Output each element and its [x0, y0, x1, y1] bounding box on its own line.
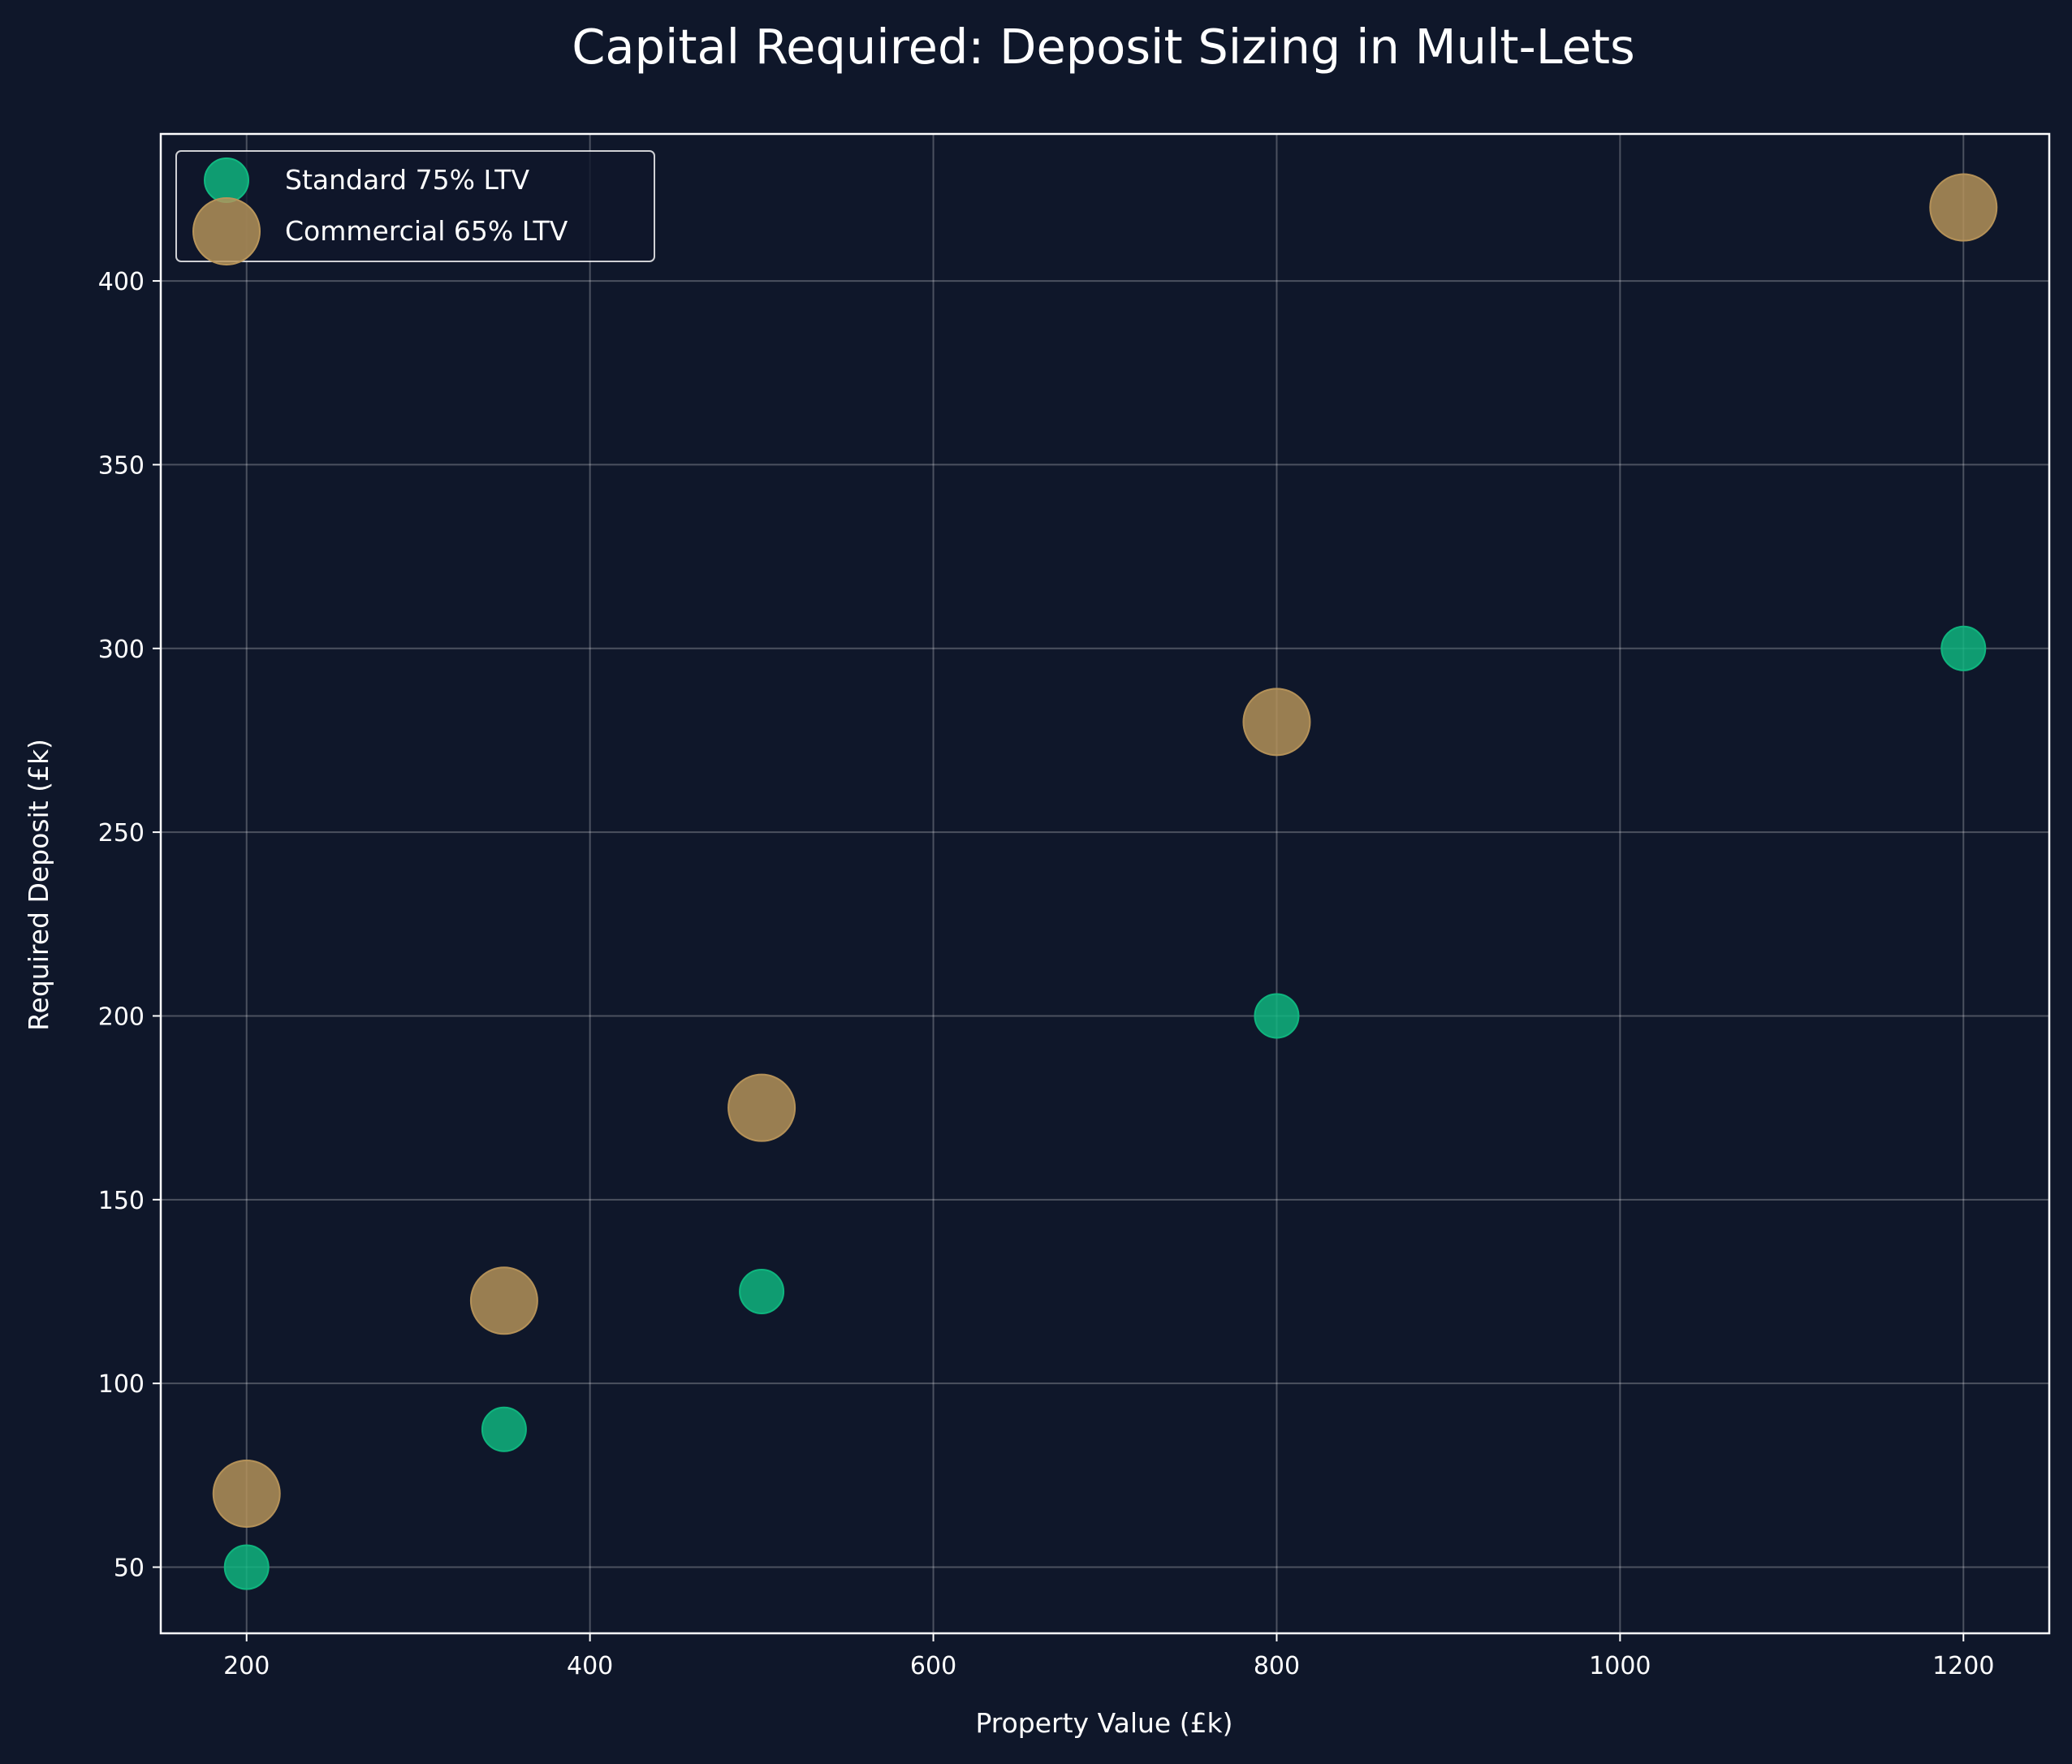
x-tick-label-600: 600 [910, 1652, 956, 1680]
point-series1-1 [469, 1266, 538, 1335]
y-tick-label-400: 400 [98, 268, 145, 296]
chart-title: Capital Required: Deposit Sizing in Mult… [572, 19, 1635, 75]
point-series1-0 [212, 1459, 281, 1528]
y-tick-label-200: 200 [98, 1003, 145, 1031]
x-tick-label-200: 200 [223, 1652, 270, 1680]
point-series1-2 [727, 1073, 796, 1142]
x-tick-label-400: 400 [567, 1652, 613, 1680]
point-series0-1 [481, 1406, 527, 1452]
y-tick-label-150: 150 [98, 1187, 145, 1215]
point-series1-4 [1929, 173, 1998, 242]
y-tick-label-250: 250 [98, 819, 145, 847]
grid [161, 134, 2049, 1633]
point-series0-0 [223, 1544, 270, 1590]
legend-marker-commercial [192, 197, 261, 265]
y-axis-label: Required Deposit (£k) [23, 739, 54, 1031]
y-tick-label-350: 350 [98, 451, 145, 480]
x-tick-label-1200: 1200 [1932, 1652, 1994, 1680]
point-series1-3 [1242, 688, 1311, 757]
x-axis-ticks: 200 400 600 800 1000 1200 [223, 1633, 1994, 1680]
y-axis-ticks: 50 100 150 200 250 300 350 400 [98, 268, 161, 1583]
y-tick-label-50: 50 [114, 1555, 145, 1583]
y-tick-label-300: 300 [98, 636, 145, 664]
legend-box [175, 150, 655, 262]
x-axis-label: Property Value (£k) [975, 1707, 1232, 1739]
legend-label-standard: Standard 75% LTV [285, 164, 529, 196]
plot-frame [159, 132, 2051, 1635]
point-series0-4 [1940, 625, 1987, 671]
legend: Standard 75% LTV Commercial 65% LTV [175, 150, 655, 265]
y-tick-label-100: 100 [98, 1370, 145, 1399]
point-series0-3 [1254, 993, 1300, 1039]
legend-marker-standard [204, 157, 249, 203]
x-tick-label-1000: 1000 [1589, 1652, 1651, 1680]
point-series0-2 [739, 1268, 785, 1314]
data-points [212, 173, 1998, 1590]
x-tick-label-800: 800 [1254, 1652, 1300, 1680]
legend-label-commercial: Commercial 65% LTV [285, 215, 568, 247]
